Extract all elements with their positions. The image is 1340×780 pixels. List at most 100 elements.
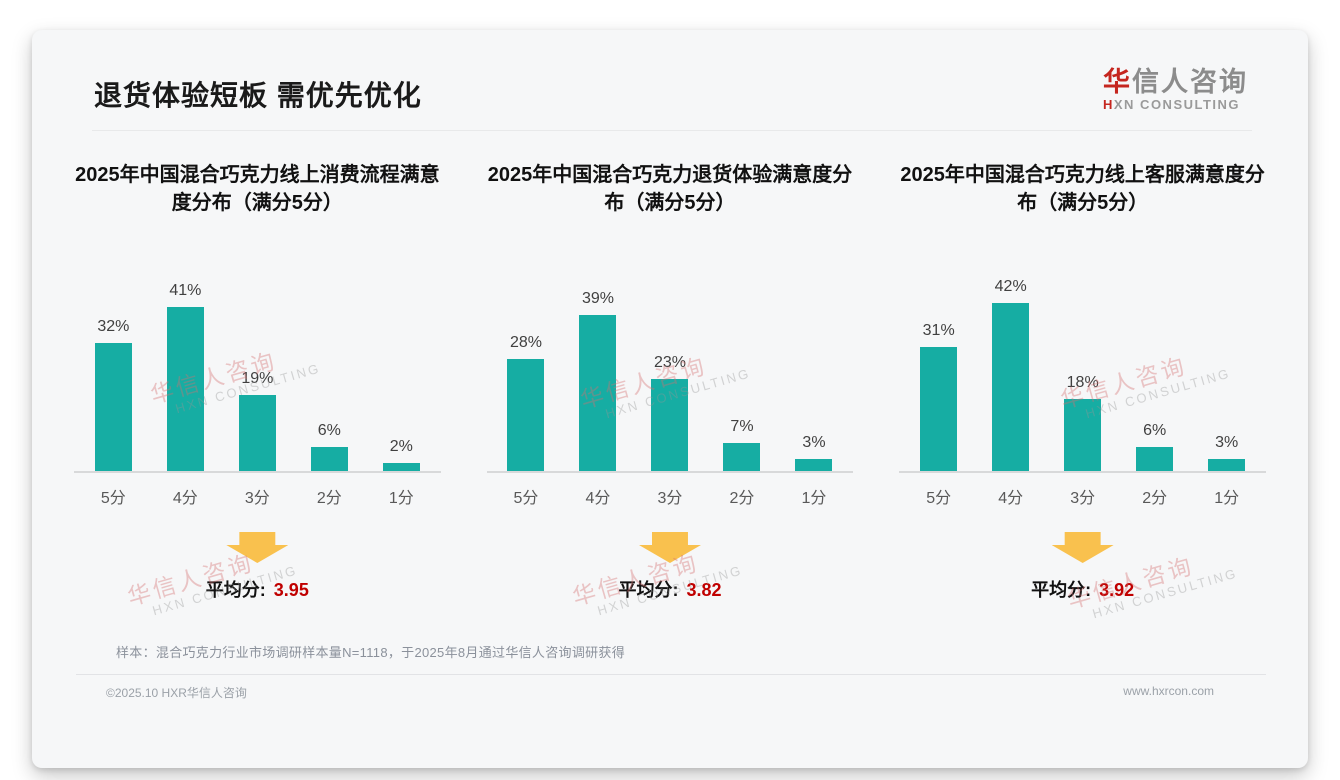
bar	[723, 443, 761, 471]
bar	[579, 315, 617, 471]
bar	[238, 395, 276, 471]
bar-value-label: 19%	[241, 370, 274, 387]
average-value: 3.95	[273, 580, 309, 600]
down-arrow-icon	[226, 532, 289, 563]
bars-row: 28% 39% 23% 7% 3%	[486, 233, 854, 473]
x-tick-label: 3分	[657, 490, 683, 507]
logo-en-gray: XN CONSULTING	[1113, 97, 1241, 113]
average-line: 平均分: 3.95	[56, 576, 459, 602]
slide-card: 退货体验短板 需优先优化 华信人咨询 HXN CONSULTING 2025年中…	[32, 30, 1308, 768]
x-tick-label: 2分	[316, 490, 342, 507]
bar-value-label: 3%	[1215, 434, 1239, 451]
logo-english-name: HXN CONSULTING	[1103, 98, 1248, 112]
bar-cell: 28%	[490, 334, 562, 471]
x-tick-label: 3分	[244, 490, 270, 507]
x-tick-label: 3分	[1070, 490, 1096, 507]
bar-value-label: 31%	[922, 322, 955, 339]
bar-value-label: 18%	[1066, 374, 1099, 391]
bar-cell: 7%	[706, 418, 778, 471]
down-arrow-icon	[638, 532, 701, 563]
bar-value-label: 6%	[1143, 422, 1167, 439]
bar-value-label: 6%	[317, 422, 341, 439]
x-tick-label: 4分	[998, 490, 1024, 507]
bar-value-label: 2%	[389, 438, 413, 455]
sample-note: 样本：混合巧克力行业市场调研样本量N=1118，于2025年8月通过华信人咨询调…	[116, 645, 626, 660]
bar	[1064, 399, 1102, 471]
bar-value-label: 32%	[97, 318, 130, 335]
chart-title: 2025年中国混合巧克力线上消费流程满意度分布（满分5分）	[75, 164, 440, 214]
chart-column: 2025年中国混合巧克力线上消费流程满意度分布（满分5分） 32% 41% 19% 6…	[56, 161, 459, 602]
charts-row: 2025年中国混合巧克力线上消费流程满意度分布（满分5分） 32% 41% 19% 6…	[32, 131, 1308, 602]
chart-column: 2025年中国混合巧克力线上客服满意度分布（满分5分） 31% 42% 18% 6% 3…	[881, 161, 1284, 602]
average-line: 平均分: 3.92	[881, 576, 1284, 602]
bar	[94, 343, 132, 471]
logo-cn-red: 华	[1103, 67, 1132, 97]
bar-cell: 6%	[293, 422, 365, 471]
bars-row: 32% 41% 19% 6% 2%	[74, 233, 441, 473]
chart-title: 2025年中国混合巧克力退货体验满意度分布（满分5分）	[487, 164, 853, 214]
x-tick-label: 2分	[729, 490, 755, 507]
x-tick-label: 2分	[1142, 490, 1168, 507]
average-label: 平均分:	[205, 580, 266, 600]
logo-en-red: H	[1103, 97, 1114, 113]
footer-divider	[76, 674, 1266, 675]
page-title: 退货体验短板 需优先优化	[94, 80, 422, 111]
bar-cell: 42%	[975, 278, 1047, 471]
logo-cn-gray: 信人咨询	[1132, 67, 1248, 97]
bar-value-label: 42%	[994, 278, 1027, 295]
bar-value-label: 23%	[653, 354, 686, 371]
bar	[651, 379, 689, 471]
bar	[1208, 459, 1246, 471]
average-value: 3.82	[686, 580, 722, 600]
footer: ©2025.10 HXR华信人咨询 www.hxrcon.com	[32, 675, 1308, 701]
average-line: 平均分: 3.82	[469, 576, 872, 602]
average-value: 3.92	[1099, 580, 1135, 600]
chart-title: 2025年中国混合巧克力线上客服满意度分布（满分5分）	[900, 164, 1265, 214]
x-tick-label: 5分	[513, 490, 539, 507]
bar-cell: 3%	[1191, 434, 1263, 471]
logo-chinese-name: 华信人咨询	[1103, 68, 1248, 96]
bar-value-label: 28%	[509, 334, 542, 351]
average-label: 平均分:	[1031, 580, 1092, 600]
x-tick-label: 1分	[1214, 490, 1240, 507]
footer-website: www.hxrcon.com	[1123, 684, 1214, 698]
x-tick-label: 4分	[585, 490, 611, 507]
bar	[507, 359, 545, 471]
bar-cell: 39%	[562, 290, 634, 471]
header: 退货体验短板 需优先优化 华信人咨询 HXN CONSULTING	[32, 30, 1308, 114]
x-tick-label: 5分	[926, 490, 952, 507]
chart-column: 2025年中国混合巧克力退货体验满意度分布（满分5分） 28% 39% 23% 7% 3…	[469, 161, 872, 602]
bar	[310, 447, 348, 471]
header-divider	[92, 130, 1252, 131]
bar	[1136, 447, 1174, 471]
bar-cell: 18%	[1047, 374, 1119, 471]
bar	[992, 303, 1030, 471]
average-label: 平均分:	[618, 580, 679, 600]
bar	[166, 307, 204, 471]
bar	[920, 347, 958, 471]
x-tick-label: 5分	[100, 490, 126, 507]
footer-copyright: ©2025.10 HXR华信人咨询	[106, 686, 247, 700]
x-tick-label: 4分	[172, 490, 198, 507]
bar-cell: 6%	[1119, 422, 1191, 471]
x-axis-labels: 5分 4分 3分 2分 1分	[487, 473, 854, 508]
bar-cell: 41%	[149, 282, 221, 471]
company-logo: 华信人咨询 HXN CONSULTING	[1103, 68, 1248, 112]
bar-cell: 2%	[365, 438, 437, 471]
bar-value-label: 3%	[802, 434, 826, 451]
bar-value-label: 7%	[730, 418, 754, 435]
bar-cell: 19%	[221, 370, 293, 471]
bar-cell: 23%	[634, 354, 706, 471]
bar-value-label: 41%	[169, 282, 202, 299]
bar-cell: 31%	[903, 322, 975, 471]
bar-value-label: 39%	[581, 290, 614, 307]
x-tick-label: 1分	[388, 490, 414, 507]
bar-cell: 3%	[778, 434, 850, 471]
bar	[795, 459, 833, 471]
x-axis-labels: 5分 4分 3分 2分 1分	[899, 473, 1266, 508]
down-arrow-icon	[1051, 532, 1114, 563]
x-axis-labels: 5分 4分 3分 2分 1分	[74, 473, 441, 508]
x-tick-label: 1分	[801, 490, 827, 507]
bar-cell: 32%	[77, 318, 149, 471]
bar	[382, 463, 420, 471]
